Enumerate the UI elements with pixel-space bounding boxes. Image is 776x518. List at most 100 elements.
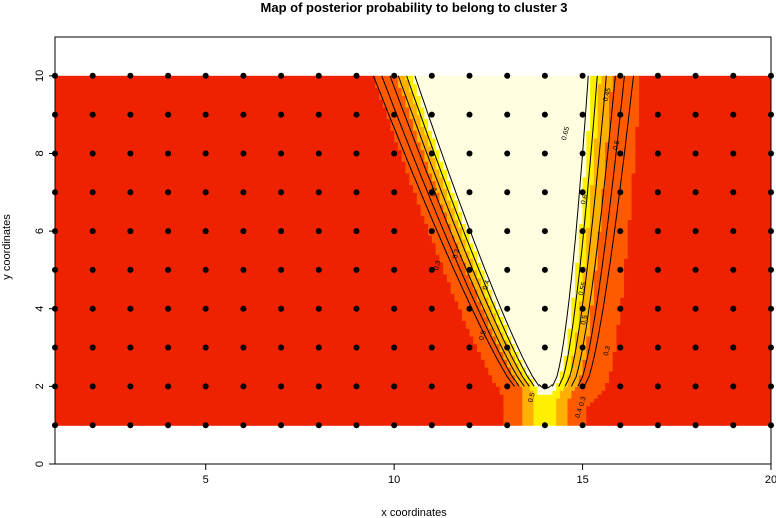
grid-point [202, 422, 209, 429]
y-tick-label: 4 [34, 306, 46, 312]
grid-point [504, 150, 511, 157]
grid-point [428, 305, 435, 312]
grid-point [466, 383, 473, 390]
grid-point [466, 150, 473, 157]
grid-point [353, 422, 360, 429]
grid-point [730, 383, 737, 390]
grid-point [391, 266, 398, 273]
grid-point [730, 266, 737, 273]
grid-point [428, 111, 435, 118]
grid-point [579, 305, 586, 312]
grid-point [202, 266, 209, 273]
grid-point [504, 228, 511, 235]
grid-point [391, 383, 398, 390]
grid-point [541, 228, 548, 235]
grid-point [730, 305, 737, 312]
grid-point [692, 422, 699, 429]
x-tick-label: 5 [203, 474, 209, 486]
grid-point [654, 383, 661, 390]
grid-point [730, 111, 737, 118]
grid-point [428, 72, 435, 79]
grid-point [391, 150, 398, 157]
grid-point [165, 228, 172, 235]
grid-point [127, 111, 134, 118]
contour-label: 0.4 [575, 407, 584, 418]
grid-point [617, 422, 624, 429]
y-tick-label: 0 [34, 461, 46, 467]
grid-point [127, 189, 134, 196]
grid-point [165, 266, 172, 273]
grid-point [240, 189, 247, 196]
grid-point [391, 305, 398, 312]
grid-point [353, 266, 360, 273]
grid-point [353, 344, 360, 351]
grid-point [730, 72, 737, 79]
grid-point [617, 150, 624, 157]
grid-point [541, 305, 548, 312]
grid-point [617, 189, 624, 196]
grid-point [278, 266, 285, 273]
grid-point [541, 266, 548, 273]
grid-point [730, 422, 737, 429]
grid-point [240, 228, 247, 235]
grid-point [240, 111, 247, 118]
grid-point [315, 383, 322, 390]
grid-point [315, 150, 322, 157]
grid-point [541, 189, 548, 196]
grid-point [240, 344, 247, 351]
grid-point [692, 344, 699, 351]
grid-point [391, 72, 398, 79]
grid-point [579, 111, 586, 118]
grid-point [428, 422, 435, 429]
grid-point [127, 344, 134, 351]
grid-point [730, 150, 737, 157]
grid-point [541, 383, 548, 390]
grid-point [240, 150, 247, 157]
grid-point [89, 422, 96, 429]
grid-point [428, 344, 435, 351]
grid-point [278, 422, 285, 429]
grid-point [654, 305, 661, 312]
grid-point [278, 72, 285, 79]
grid-point [127, 228, 134, 235]
grid-point [579, 150, 586, 157]
grid-point [504, 383, 511, 390]
grid-point [428, 266, 435, 273]
grid-point [278, 383, 285, 390]
grid-point [278, 111, 285, 118]
grid-point [89, 189, 96, 196]
y-tick-label: 2 [34, 383, 46, 389]
grid-point [466, 305, 473, 312]
grid-point [428, 383, 435, 390]
grid-point [541, 72, 548, 79]
grid-point [240, 305, 247, 312]
x-axis: 5 10 15 20 [203, 464, 776, 486]
grid-point [278, 150, 285, 157]
grid-point [165, 111, 172, 118]
grid-point [692, 111, 699, 118]
y-tick-label: 6 [34, 228, 46, 234]
grid-point [127, 305, 134, 312]
grid-point [730, 189, 737, 196]
grid-point [165, 305, 172, 312]
grid-point [654, 266, 661, 273]
grid-point [541, 344, 548, 351]
y-tick-label: 10 [34, 70, 46, 82]
grid-point [466, 266, 473, 273]
grid-point [692, 383, 699, 390]
contour-label: 0.6 [580, 194, 589, 205]
grid-point [240, 266, 247, 273]
grid-point [391, 228, 398, 235]
y-tick-label: 8 [34, 150, 46, 156]
grid-point [466, 228, 473, 235]
grid-point [391, 344, 398, 351]
grid-point [240, 72, 247, 79]
y-axis-label: y coordinates [1, 214, 13, 280]
contour-label: 0.65 [561, 126, 571, 141]
grid-point [165, 383, 172, 390]
grid-point [353, 305, 360, 312]
grid-point [391, 111, 398, 118]
grid-point [89, 344, 96, 351]
grid-point [504, 344, 511, 351]
